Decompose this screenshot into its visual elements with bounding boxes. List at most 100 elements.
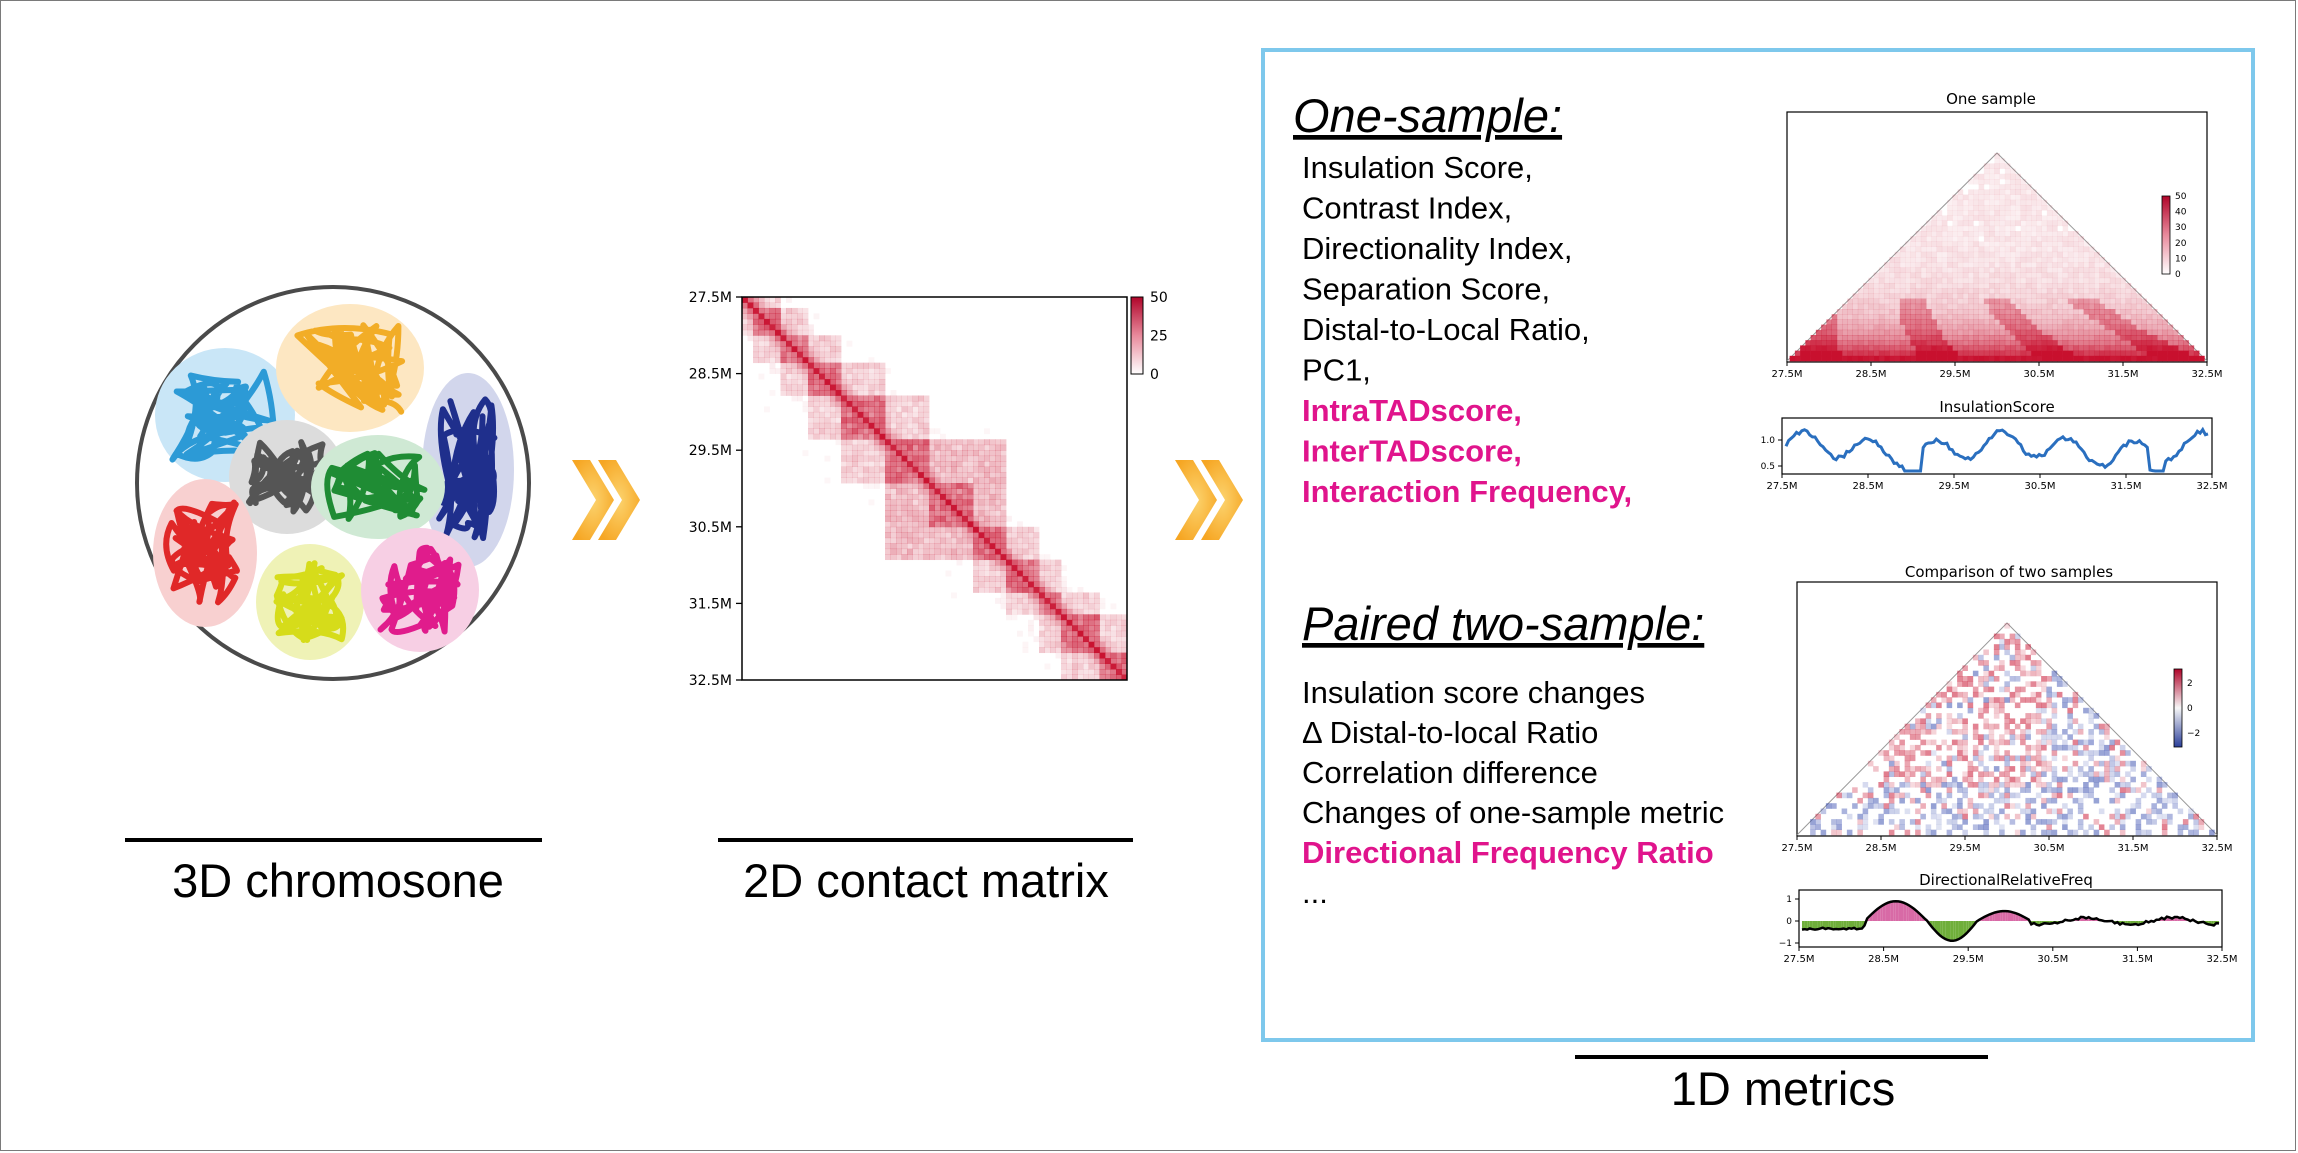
matrix-cell bbox=[989, 455, 996, 462]
triangle-cell bbox=[1999, 303, 2006, 310]
matrix-cell bbox=[1055, 597, 1062, 604]
triangle-cell bbox=[2035, 729, 2042, 735]
triangle-cell bbox=[1983, 787, 1989, 793]
triangle-cell bbox=[1962, 231, 1969, 237]
matrix-cell bbox=[962, 554, 968, 561]
matrix-cell bbox=[940, 488, 946, 495]
matrix-cell bbox=[1006, 581, 1012, 588]
triangle-cell bbox=[1978, 241, 1985, 247]
triangle-cell bbox=[2057, 283, 2063, 289]
matrix-cell bbox=[1061, 647, 1067, 654]
triangle-cell bbox=[1999, 199, 2006, 206]
triangle-cell bbox=[1868, 335, 1874, 341]
triangle-cell bbox=[1999, 697, 2005, 703]
triangle-cell bbox=[2125, 808, 2131, 815]
triangle-cell bbox=[2004, 766, 2010, 772]
triangle-cell bbox=[2031, 335, 2037, 341]
triangle-cell bbox=[1988, 803, 1995, 809]
matrix-cell bbox=[929, 450, 935, 457]
matrix-cell bbox=[1083, 625, 1089, 632]
triangle-cell bbox=[1952, 257, 1958, 263]
triangle-cell bbox=[2046, 277, 2053, 284]
matrix-cell bbox=[786, 357, 792, 364]
triangle-cell bbox=[1999, 702, 2005, 709]
matrix-cell bbox=[951, 532, 957, 539]
triangle-cell bbox=[1952, 262, 1958, 268]
matrix-cell bbox=[879, 472, 886, 478]
matrix-cell bbox=[824, 406, 831, 413]
matrix-cell bbox=[901, 444, 908, 451]
matrix-cell bbox=[846, 411, 853, 418]
triangle-cell bbox=[1989, 345, 1995, 351]
triangle-cell bbox=[1999, 792, 2005, 799]
x-tick-label: 31.5M bbox=[2122, 954, 2153, 965]
drf-area bbox=[1945, 921, 1948, 941]
matrix-cell bbox=[1000, 521, 1007, 528]
triangle-cell bbox=[1873, 314, 1880, 320]
matrix-cell bbox=[995, 565, 1001, 571]
triangle-cell bbox=[2083, 277, 2090, 284]
matrix-cell bbox=[835, 335, 842, 342]
triangle-cell bbox=[1852, 303, 1859, 310]
matrix-cell bbox=[824, 395, 831, 402]
triangle-cell bbox=[2073, 288, 2079, 294]
matrix-cell bbox=[940, 461, 946, 468]
triangle-cell bbox=[1857, 819, 1863, 825]
matrix-cell bbox=[742, 297, 748, 303]
matrix-cell bbox=[956, 455, 963, 462]
triangle-cell bbox=[2104, 309, 2111, 315]
matrix-cell bbox=[841, 379, 847, 385]
triangle-cell bbox=[2010, 340, 2016, 346]
triangle-cell bbox=[1978, 257, 1985, 263]
triangle-cell bbox=[1962, 194, 1969, 201]
triangle-cell bbox=[2067, 808, 2073, 815]
one-sample-metric: Interaction Frequency, bbox=[1302, 474, 1632, 509]
triangle-cell bbox=[1994, 314, 2000, 320]
triangle-cell bbox=[1978, 691, 1984, 698]
matrix-y-tick-label: 28.5M bbox=[689, 367, 732, 383]
triangle-cell bbox=[1993, 702, 2000, 709]
matrix-cell bbox=[1050, 647, 1056, 654]
matrix-cell bbox=[819, 422, 825, 429]
triangle-cell bbox=[1910, 314, 1916, 320]
triangle-cell bbox=[2014, 633, 2021, 640]
triangle-cell bbox=[2120, 293, 2126, 299]
triangle-cell bbox=[2031, 324, 2037, 331]
triangle-cell bbox=[1905, 272, 1911, 279]
triangle-cell bbox=[2073, 246, 2079, 253]
triangle-cell bbox=[2088, 766, 2094, 772]
triangle-cell bbox=[1936, 345, 1943, 351]
matrix-cell bbox=[912, 532, 919, 539]
triangle-cell bbox=[1931, 251, 1937, 258]
triangle-cell bbox=[2067, 241, 2074, 247]
triangle-cell bbox=[1899, 272, 1906, 279]
triangle-cell bbox=[1852, 345, 1859, 351]
triangle-cell bbox=[2041, 744, 2047, 751]
matrix-cell bbox=[962, 455, 968, 462]
triangle-cell bbox=[1821, 340, 1827, 346]
triangle-cell bbox=[1957, 755, 1963, 762]
matrix-cell bbox=[962, 450, 968, 457]
matrix-cell bbox=[1055, 576, 1062, 582]
triangle-cell bbox=[1952, 340, 1958, 346]
matrix-cell bbox=[1050, 586, 1056, 593]
triangle-cell bbox=[2020, 760, 2026, 767]
triangle-cell bbox=[2094, 314, 2100, 320]
triangle-cell bbox=[1873, 298, 1880, 305]
matrix-cell bbox=[1094, 614, 1100, 621]
matrix-cell bbox=[989, 526, 996, 533]
matrix-cell bbox=[1011, 603, 1018, 610]
caption-matrix: 2D contact matrix bbox=[743, 854, 1109, 907]
matrix-cell bbox=[901, 406, 908, 413]
triangle-cell bbox=[2046, 808, 2052, 815]
triangle-cell bbox=[1863, 340, 1869, 346]
triangle-cell bbox=[2025, 723, 2031, 730]
triangle-cell bbox=[2140, 760, 2147, 767]
matrix-cell bbox=[956, 521, 963, 528]
triangle-cell bbox=[1957, 283, 1964, 289]
matrix-cell bbox=[934, 472, 941, 478]
matrix-cell bbox=[835, 400, 842, 407]
matrix-cell bbox=[1077, 647, 1084, 654]
triangle-cell bbox=[1957, 267, 1964, 273]
matrix-cell bbox=[835, 433, 842, 440]
